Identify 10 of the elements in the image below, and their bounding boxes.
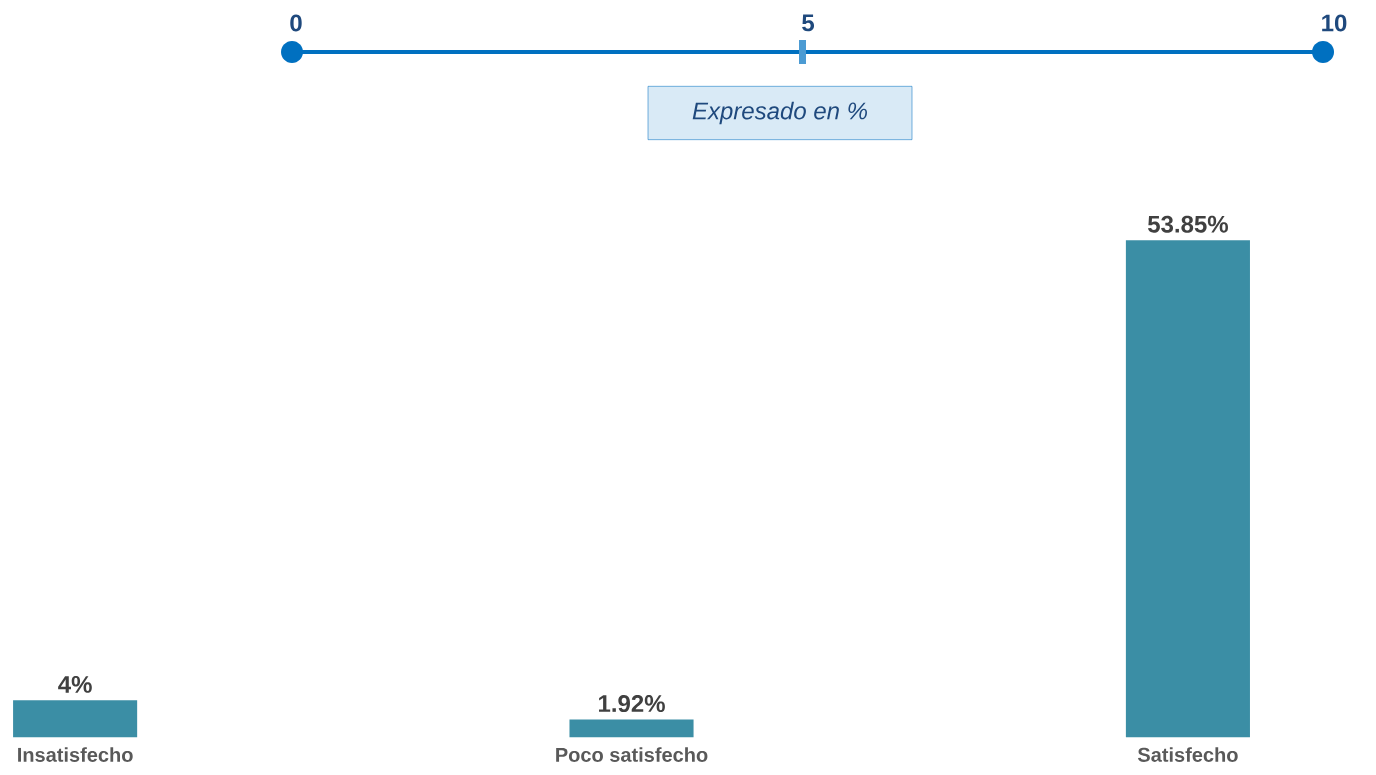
data-label: 1.92%: [599, 695, 665, 713]
data-label: 53.85%: [1147, 215, 1228, 233]
x-tick-label: Insatisfecho: [18, 747, 133, 762]
x-tick-label: Poco satisfecho: [556, 747, 708, 762]
text: 0: [290, 14, 302, 32]
text: 5: [802, 14, 815, 32]
x-tick-label: Satisfecho: [1137, 747, 1238, 762]
text: Expresado en %: [692, 101, 867, 125]
data-label: 4%: [58, 675, 92, 693]
text: 10: [1322, 14, 1347, 32]
